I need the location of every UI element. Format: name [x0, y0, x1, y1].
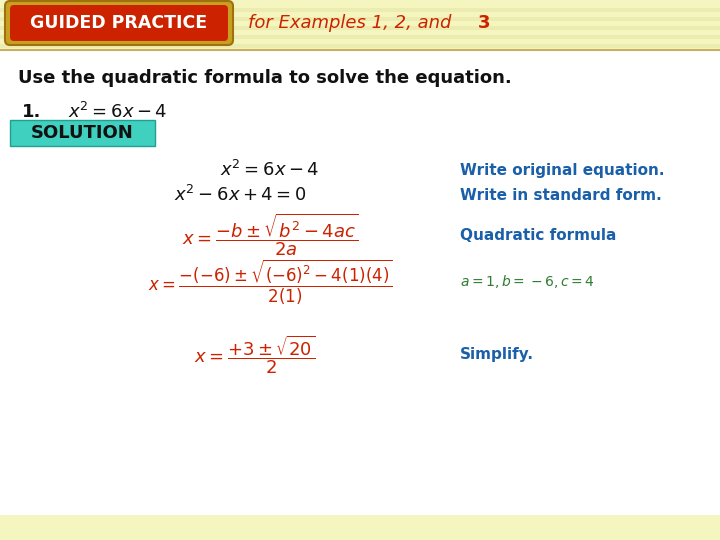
Text: $x^2 = 6x - 4$: $x^2 = 6x - 4$	[220, 160, 320, 180]
Text: Use the quadratic formula to solve the equation.: Use the quadratic formula to solve the e…	[18, 69, 512, 87]
Bar	[0, 44, 720, 48]
Text: $x^2 - 6x + 4 = 0$: $x^2 - 6x + 4 = 0$	[174, 185, 306, 205]
Text: GUIDED PRACTICE: GUIDED PRACTICE	[30, 14, 207, 32]
Text: for Examples 1, 2, and: for Examples 1, 2, and	[248, 14, 457, 32]
Bar	[0, 35, 720, 39]
Text: $x = \dfrac{-(-6) \pm \sqrt{(-6)^2 - 4(1)(4)}}{2(1)}$: $x = \dfrac{-(-6) \pm \sqrt{(-6)^2 - 4(1…	[148, 258, 392, 307]
Text: Simplify.: Simplify.	[460, 348, 534, 362]
Text: Write in standard form.: Write in standard form.	[460, 187, 662, 202]
Text: $x^2 = 6x - 4$: $x^2 = 6x - 4$	[68, 102, 167, 122]
Bar	[0, 8, 720, 12]
Text: Write original equation.: Write original equation.	[460, 163, 665, 178]
Text: Quadratic formula: Quadratic formula	[460, 227, 616, 242]
Text: SOLUTION: SOLUTION	[31, 124, 133, 142]
Bar	[0, 515, 720, 540]
Text: 3: 3	[478, 14, 490, 32]
Text: $x = \dfrac{+3 \pm \sqrt{20}}{2}$: $x = \dfrac{+3 \pm \sqrt{20}}{2}$	[194, 334, 316, 376]
Text: 1.: 1.	[22, 103, 41, 121]
FancyBboxPatch shape	[5, 1, 233, 45]
Text: $x = \dfrac{-b \pm \sqrt{b^2 - 4ac}}{2a}$: $x = \dfrac{-b \pm \sqrt{b^2 - 4ac}}{2a}…	[182, 212, 358, 258]
Text: $a = 1, b = -6, c = 4$: $a = 1, b = -6, c = 4$	[460, 273, 595, 291]
Bar	[0, 27, 720, 36]
FancyBboxPatch shape	[10, 5, 228, 41]
Bar	[0, 0, 720, 50]
Bar	[0, 9, 720, 18]
Bar	[0, 17, 720, 21]
Bar	[0, 25, 720, 30]
Bar	[10, 120, 155, 146]
